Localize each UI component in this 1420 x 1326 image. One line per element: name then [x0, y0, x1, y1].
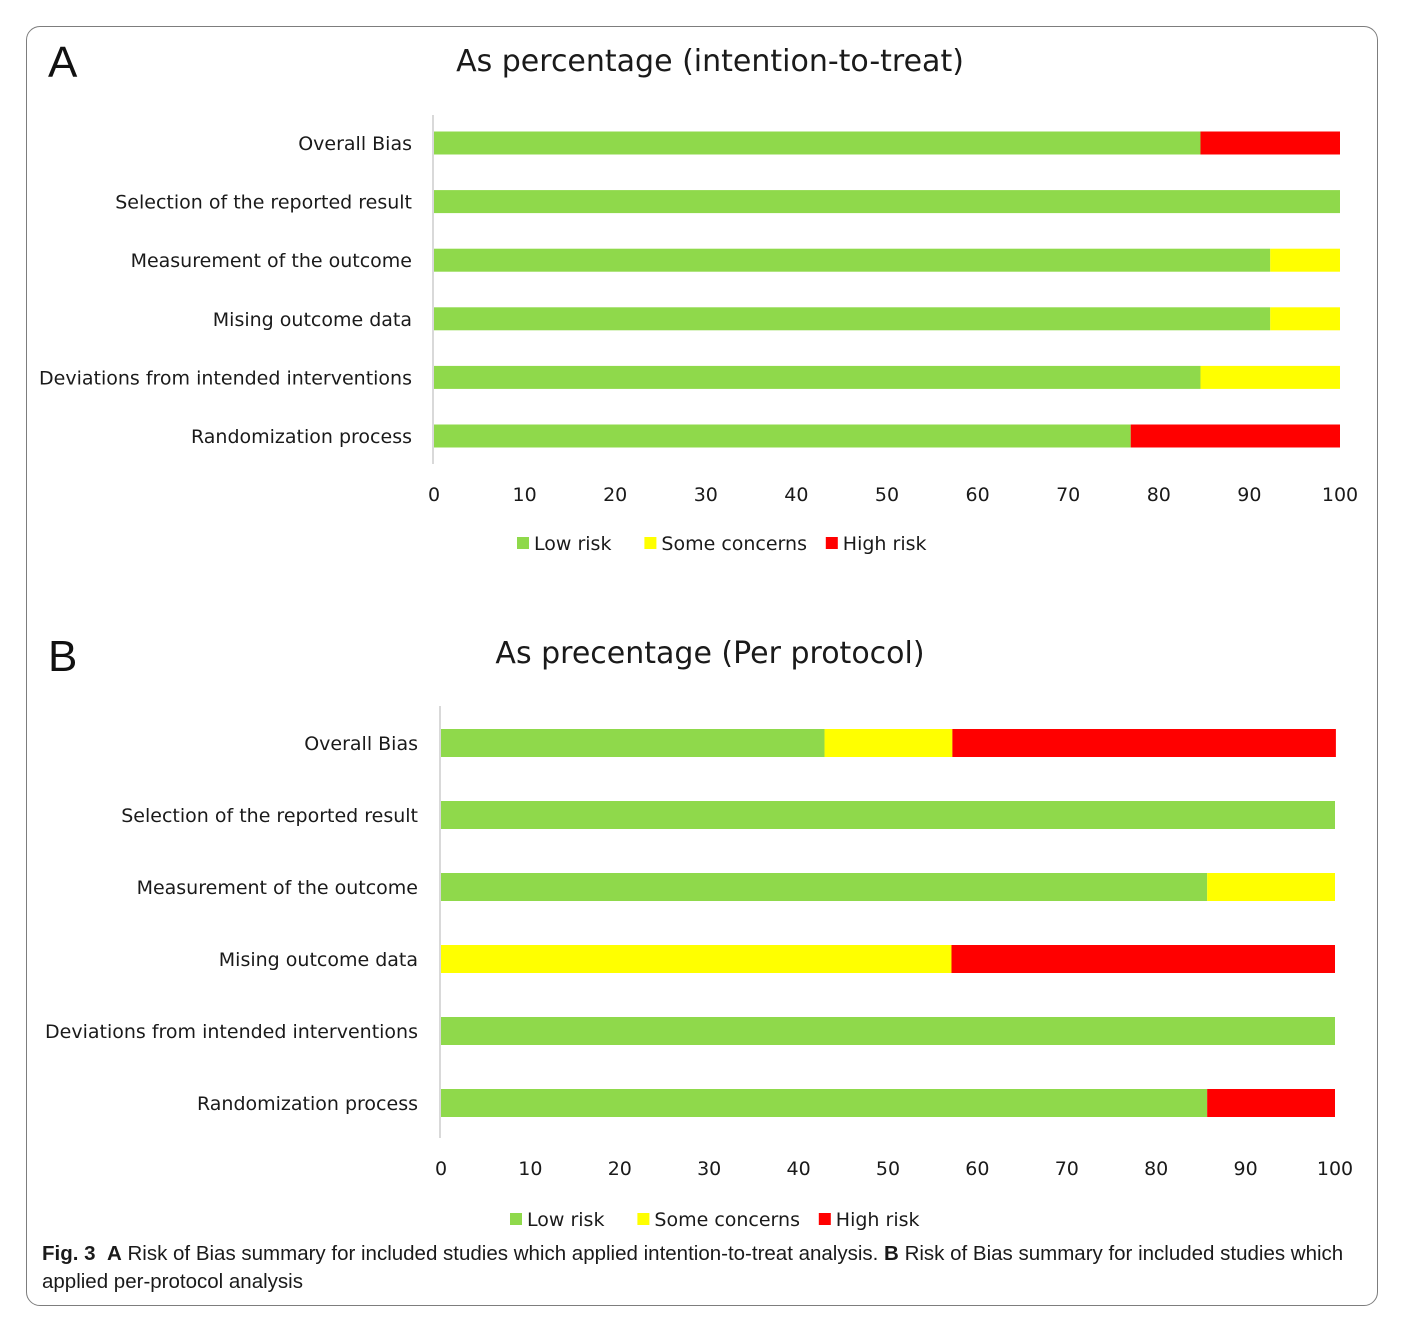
legend-label: Low risk	[527, 1209, 604, 1231]
category-label: Selection of the reported result	[121, 805, 418, 827]
category-label: Measurement of the outcome	[131, 250, 412, 272]
bar-segment	[951, 945, 1335, 973]
bar-segment	[1200, 131, 1340, 155]
x-tick-label: 10	[513, 484, 537, 506]
category-label: Measurement of the outcome	[137, 877, 418, 899]
x-tick-label: 20	[603, 484, 627, 506]
legend-swatch	[818, 1213, 831, 1225]
legend-swatch	[644, 537, 657, 549]
bar-segment	[441, 729, 825, 757]
legend-swatch	[517, 537, 529, 549]
category-label: Deviations from intended interventions	[39, 367, 412, 389]
legend-label: Some concerns	[654, 1209, 800, 1231]
x-tick-label: 100	[1322, 484, 1358, 506]
legend-b: Low risk Some concerns High risk	[510, 1209, 920, 1231]
bar-segment	[434, 131, 1201, 155]
legend-label: Some concerns	[661, 533, 807, 555]
category-label: Deviations from intended interventions	[45, 1021, 418, 1043]
bar-segment	[1200, 365, 1340, 389]
figure-caption: Fig. 3 A Risk of Bias summary for includ…	[42, 1240, 1362, 1296]
category-label: Mising outcome data	[219, 949, 418, 971]
bar-segment	[434, 307, 1271, 331]
panel-label-b: B	[48, 632, 78, 681]
bar-segment	[824, 729, 953, 757]
legend-swatch	[637, 1213, 650, 1225]
x-tick-label: 90	[1237, 484, 1261, 506]
caption-a-text: Risk of Bias summary for included studie…	[127, 1242, 879, 1265]
x-tick-label: 50	[876, 1158, 900, 1180]
bar-segment	[434, 365, 1201, 389]
bar-segment	[1270, 248, 1340, 272]
chart-a: Overall Bias Selection of the reported re…	[39, 115, 1358, 555]
category-label: Overall Bias	[304, 733, 418, 755]
bar-segment	[1270, 307, 1340, 331]
legend-a: Low risk Some concerns High risk	[517, 533, 927, 555]
bar-segment	[434, 424, 1131, 448]
bar-segment	[434, 190, 1340, 214]
category-label: Selection of the reported result	[115, 192, 412, 214]
x-tick-label: 80	[1144, 1158, 1168, 1180]
bar-segment	[952, 729, 1336, 757]
caption-b-text: Risk of Bias summary for included studie…	[42, 1242, 1344, 1293]
x-tick-label: 60	[965, 1158, 989, 1180]
x-tick-label: 100	[1317, 1158, 1353, 1180]
legend-swatch	[510, 1213, 522, 1225]
bar-segment	[434, 248, 1271, 272]
category-label: Overall Bias	[298, 133, 412, 155]
x-tick-label: 20	[608, 1158, 632, 1180]
chart-title-a: As percentage (intention-to-treat)	[456, 44, 964, 79]
category-label: Randomization process	[191, 426, 412, 448]
x-tick-label: 50	[875, 484, 899, 506]
category-label: Randomization process	[197, 1093, 418, 1115]
legend-label: High risk	[836, 1209, 920, 1231]
legend-label: High risk	[843, 533, 927, 555]
bar-segment	[441, 945, 952, 973]
x-tick-label: 70	[1055, 1158, 1079, 1180]
x-tick-label: 40	[787, 1158, 811, 1180]
x-tick-label: 40	[784, 484, 808, 506]
bar-segment	[441, 1017, 1335, 1045]
x-tick-label: 60	[966, 484, 990, 506]
x-tick-label: 90	[1234, 1158, 1258, 1180]
x-tick-label: 10	[518, 1158, 542, 1180]
panel-label-a: A	[48, 38, 78, 87]
chart-title-b: As precentage (Per protocol)	[495, 636, 925, 671]
category-label: Mising outcome data	[213, 309, 412, 331]
caption-a-label: A	[106, 1242, 122, 1265]
legend-label: Low risk	[534, 533, 611, 555]
x-tick-label: 30	[697, 1158, 721, 1180]
x-tick-label: 80	[1147, 484, 1171, 506]
bar-segment	[1130, 424, 1340, 448]
chart-b: Overall Bias Selection of the reported re…	[45, 706, 1353, 1231]
x-tick-label: 30	[694, 484, 718, 506]
bar-segment	[1207, 873, 1335, 901]
caption-b-label: B	[884, 1242, 899, 1265]
bar-segment	[1207, 1089, 1335, 1117]
caption-fig-label: Fig. 3	[42, 1242, 96, 1265]
x-tick-label: 0	[435, 1158, 447, 1180]
bar-segment	[441, 873, 1208, 901]
bar-segment	[441, 801, 1335, 829]
x-tick-label: 70	[1056, 484, 1080, 506]
legend-swatch	[825, 537, 838, 549]
figure-frame	[26, 26, 1378, 1306]
x-tick-label: 0	[428, 484, 440, 506]
bar-segment	[441, 1089, 1208, 1117]
